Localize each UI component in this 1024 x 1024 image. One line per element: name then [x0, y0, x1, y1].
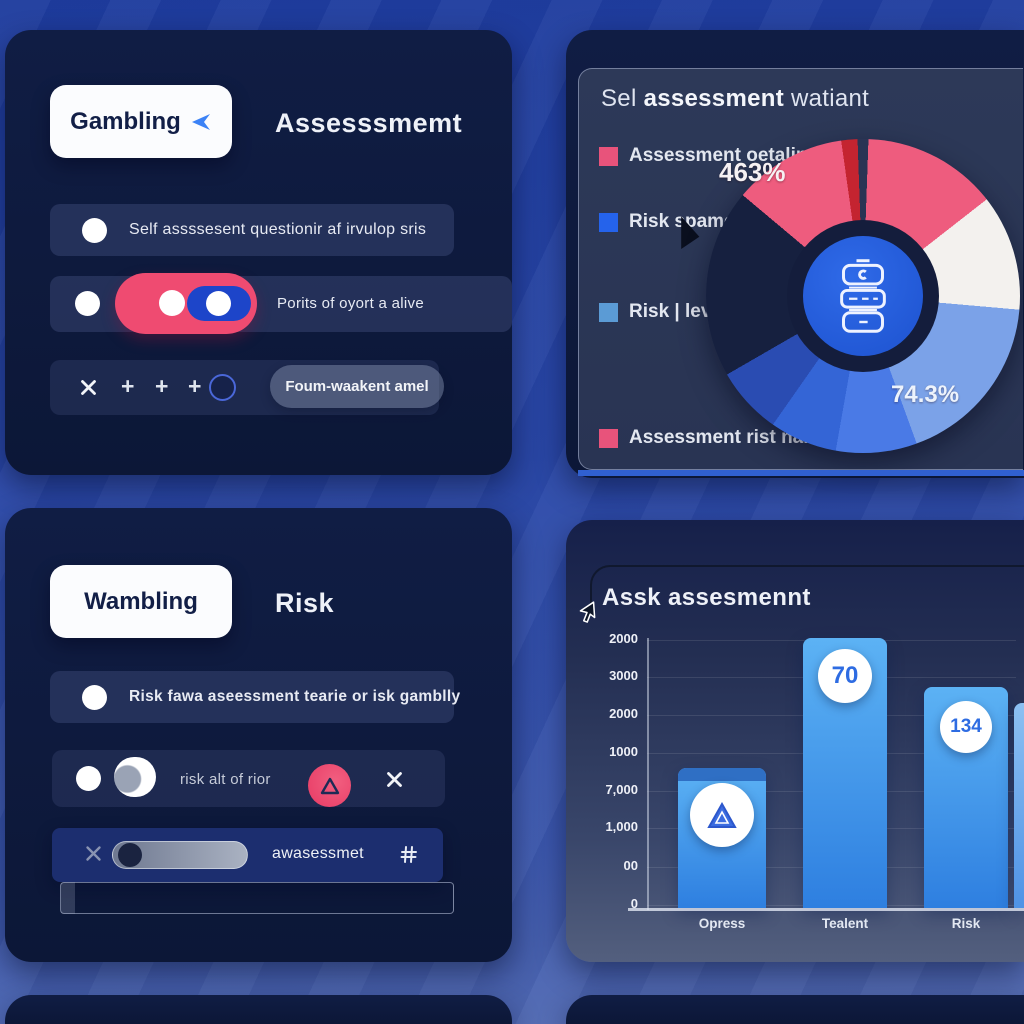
toggle-knob-icon[interactable]: [114, 757, 156, 797]
y-axis-tick: 2000: [609, 631, 638, 646]
plus-icon[interactable]: +: [155, 373, 169, 399]
panel-border: [590, 565, 1024, 613]
card-title-risk: Risk: [275, 588, 335, 618]
bar-opress[interactable]: [678, 768, 766, 908]
pie-chart-card: Sel assessment watiant Assessment oetali…: [566, 30, 1024, 478]
legend-label: Risk spamell: [629, 211, 746, 232]
radio-icon[interactable]: [75, 291, 100, 316]
forum-pill-label: Foum-waakent amel: [285, 378, 429, 395]
hash-icon[interactable]: [399, 845, 418, 864]
close-icon[interactable]: [80, 379, 97, 396]
pie-chart-panel: Sel assessment watiant Assessment oetali…: [578, 68, 1023, 470]
y-axis-tick: 1,000: [605, 819, 638, 834]
double-toggle-switch[interactable]: [115, 273, 257, 334]
y-axis-tick: 0: [630, 896, 638, 911]
slider-row[interactable]: awasessmet: [52, 828, 443, 882]
cursor-left-arrow-icon: [191, 113, 210, 130]
slider-knob[interactable]: [118, 843, 142, 867]
toggle-row-ports[interactable]: Porits of oyort a alive: [50, 273, 512, 334]
bar-value-badge: 134: [940, 701, 992, 753]
pie-chart-title: Sel assessment watiant: [601, 85, 870, 112]
pie-slice-value: 74.3%: [891, 381, 960, 408]
partial-card: [566, 995, 1024, 1024]
bar-cap: [678, 768, 766, 781]
legend-swatch: [599, 212, 618, 232]
close-icon[interactable]: [386, 771, 403, 788]
donut-center-badge: [803, 236, 923, 356]
gambling-assessment-card: Gambling Assesssmemt Self assssesent que…: [5, 30, 512, 475]
plus-icon[interactable]: +: [121, 373, 135, 399]
card-accent-strip: [578, 470, 1024, 476]
triangle-icon: [707, 801, 737, 828]
slider-row-label: awasessmet: [272, 845, 364, 862]
bar-chart-title: Assk assesmennt: [602, 584, 811, 611]
progress-slider[interactable]: [112, 841, 248, 869]
bar-chart-card: Assk assesmennt 2000 3000 2000 1000 7,00…: [566, 520, 1024, 962]
y-axis-tick: 1000: [609, 744, 638, 759]
y-axis-tick: 3000: [609, 668, 638, 683]
card-title-assessment: Assesssmemt: [275, 108, 463, 138]
y-axis-tick: 7,000: [605, 782, 638, 797]
option-row-label: Self assssesent questionir af irvulop sr…: [129, 221, 427, 238]
inner-toggle-switch[interactable]: [187, 286, 251, 321]
toggle-row-label: Porits of oyort a alive: [277, 295, 424, 312]
warning-badge[interactable]: [308, 764, 351, 807]
legend-item: Assessment oetaling: [599, 145, 819, 167]
y-axis-line: [647, 638, 649, 910]
plus-icon[interactable]: +: [188, 373, 202, 399]
legend-label: Assessment oetaling: [629, 145, 820, 166]
chip-stack-icon: [840, 259, 886, 333]
empty-input-box[interactable]: [60, 882, 454, 914]
pie-slice-value: 463%: [719, 157, 786, 187]
legend-item: Risk spamell: [599, 211, 745, 233]
mouse-cursor-icon: [579, 601, 596, 623]
toggle-knob-icon: [159, 290, 185, 316]
gambling-button[interactable]: Gambling: [50, 85, 232, 158]
x-axis-label: Tealent: [821, 916, 869, 931]
forum-pill-button[interactable]: Foum-waakent amel: [270, 365, 444, 408]
pointer-arrow-icon: [681, 216, 700, 249]
bar-risk[interactable]: 134: [924, 687, 1008, 908]
bar-badge: [690, 783, 754, 847]
toggle-knob-icon: [206, 291, 231, 316]
gambling-button-label: Gambling: [70, 107, 181, 135]
y-axis-tick: 00: [623, 858, 638, 873]
radio-icon[interactable]: [82, 217, 107, 243]
alert-row-label: risk alt of rior: [180, 771, 271, 788]
x-axis-label: Risk: [951, 916, 981, 931]
radio-icon[interactable]: [76, 766, 101, 791]
bar-partial: [1014, 703, 1024, 908]
radio-icon[interactable]: [82, 684, 107, 710]
legend-swatch: [599, 146, 618, 166]
gambling-risk-card: Wambling Risk Risk fawa aseessment teari…: [5, 508, 512, 962]
circle-outline-icon[interactable]: [209, 374, 236, 401]
partial-card: [5, 995, 512, 1024]
legend-swatch: [599, 428, 618, 448]
option-row-self-assessment[interactable]: Self assssesent questionir af irvulop sr…: [50, 204, 454, 256]
wambling-button[interactable]: Wambling: [50, 565, 232, 638]
donut-chart[interactable]: [706, 139, 1020, 453]
legend-swatch: [599, 302, 618, 322]
option-row-label: Risk fawa aseessment tearie or isk gambl…: [129, 688, 461, 705]
x-axis-label: Opress: [698, 916, 746, 931]
bar-tealent[interactable]: 70: [803, 638, 887, 908]
close-icon[interactable]: [85, 845, 102, 862]
action-row: + + + Foum-waakent amel: [50, 360, 444, 415]
wambling-button-label: Wambling: [84, 587, 198, 615]
option-row-risk-assessment[interactable]: Risk fawa aseessment tearie or isk gambl…: [50, 671, 460, 723]
y-axis-tick: 2000: [609, 706, 638, 721]
alert-row[interactable]: risk alt of rior: [52, 750, 445, 807]
x-axis-line: [628, 908, 1024, 911]
warning-triangle-icon: [320, 777, 339, 794]
bar-value-badge: 70: [818, 649, 872, 703]
